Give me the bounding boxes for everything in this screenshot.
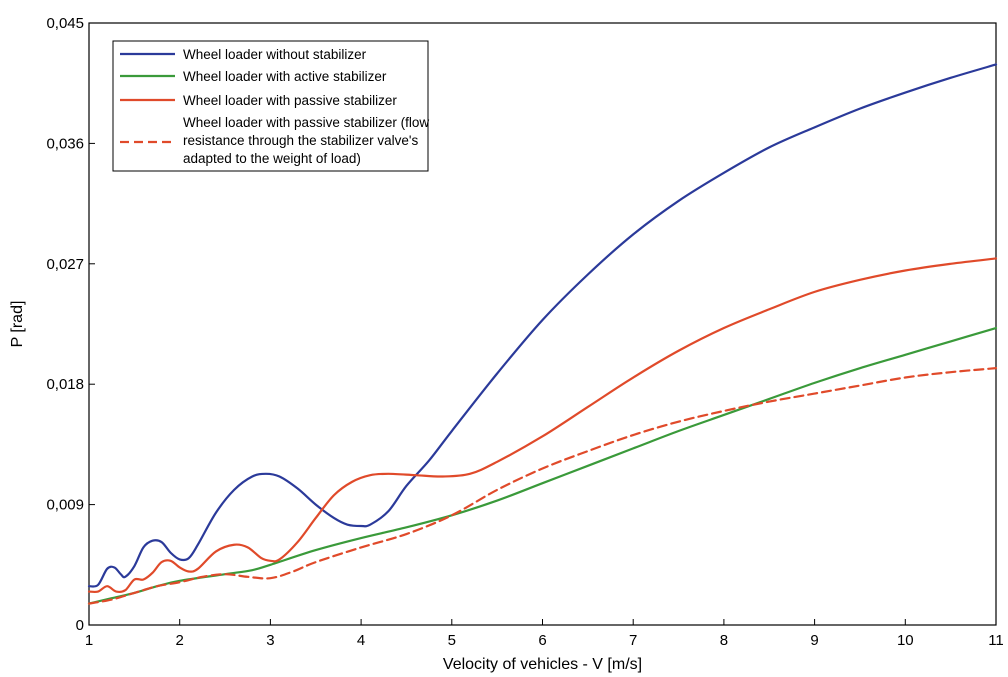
legend-entry-passive-stabilizer: Wheel loader with passive stabilizer [120,93,397,108]
y-tick-label: 0 [76,617,84,634]
x-axis-title: Velocity of vehicles - V [m/s] [443,656,642,673]
series-line-passive-stabilizer [87,257,998,594]
y-axis-title: P [rad] [9,301,26,348]
legend-label: Wheel loader with passive stabilizer [183,93,397,108]
x-tick-label: 8 [720,632,728,649]
x-tick-label: 2 [176,632,184,649]
y-tick-label: 0,027 [46,256,84,273]
x-tick-label: 6 [538,632,546,649]
legend-label: Wheel loader without stabilizer [183,47,367,62]
x-tick-label: 9 [810,632,818,649]
ticks-layer: 1 2 3 4 5 6 7 8 9 10 11 0 0,009 0,018 0,027 0,036 0,045 [46,15,1003,649]
legend-label: adapted to the weight of load) [183,151,361,166]
x-tick-label: 4 [357,632,365,649]
legend-entry-passive-stabilizer-adapted: Wheel loader with passive stabilizer (fl… [120,115,429,166]
x-tick-label: 7 [629,632,637,649]
legend-label: Wheel loader with passive stabilizer (fl… [183,115,429,130]
x-tick-label: 10 [897,632,914,649]
legend: Wheel loader without stabilizer Wheel loa… [112,40,429,172]
x-tick-label: 11 [988,632,1004,649]
legend-entry-without-stabilizer: Wheel loader without stabilizer [120,47,367,62]
x-tick-label: 5 [448,632,456,649]
series-line-without-stabilizer [87,63,998,588]
y-tick-label: 0,009 [46,497,84,514]
series-layer [87,63,998,605]
legend-box [112,40,429,172]
legend-label: resistance through the stabilizer valve'… [183,133,418,148]
x-tick-label: 1 [85,632,93,649]
legend-label: Wheel loader with active stabilizer [183,69,387,84]
series-line-passive-stabilizer-adapted [87,367,998,605]
y-tick-label: 0,045 [46,15,84,32]
y-tick-label: 0,018 [46,376,84,393]
series-line-active-stabilizer [87,326,998,605]
x-tick-label: 3 [266,632,274,649]
legend-entry-active-stabilizer: Wheel loader with active stabilizer [120,69,387,84]
y-tick-label: 0,036 [46,135,84,152]
